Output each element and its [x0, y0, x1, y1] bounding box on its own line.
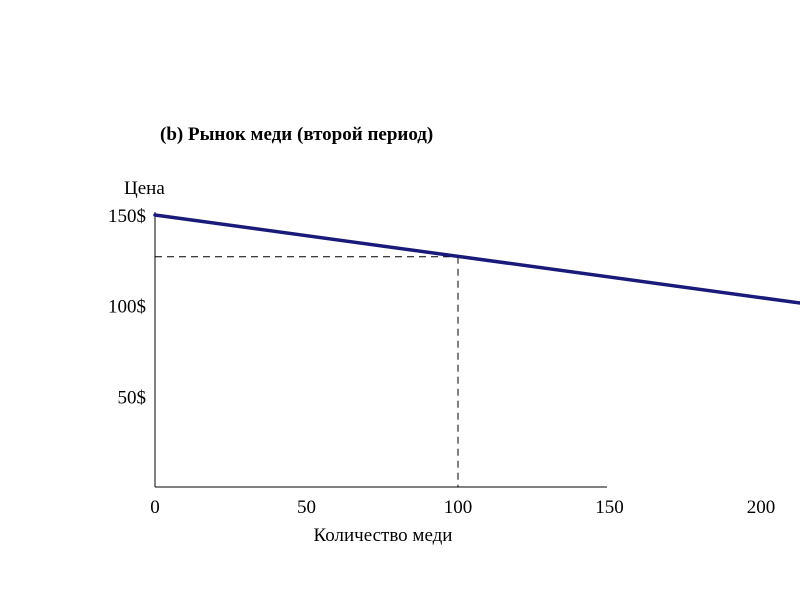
x-tick-label: 100: [444, 497, 473, 518]
y-tick-label: 50$: [118, 387, 147, 408]
chart-title: (b) Рынок меди (второй период): [160, 124, 433, 145]
demand-line: [153, 213, 800, 305]
y-tick-label: 100$: [108, 297, 146, 318]
x-tick-label: 150: [595, 497, 624, 518]
x-tick-label: 0: [150, 497, 160, 518]
x-axis-label: Количество меди: [314, 525, 453, 546]
y-tick-label: 150$: [108, 206, 146, 227]
x-tick-label: 200: [747, 497, 776, 518]
plot-area: 050100150200250150$100$50$Спрос: [108, 206, 800, 518]
x-tick-label: 50: [297, 497, 316, 518]
y-axis-label: Цена: [124, 178, 165, 199]
